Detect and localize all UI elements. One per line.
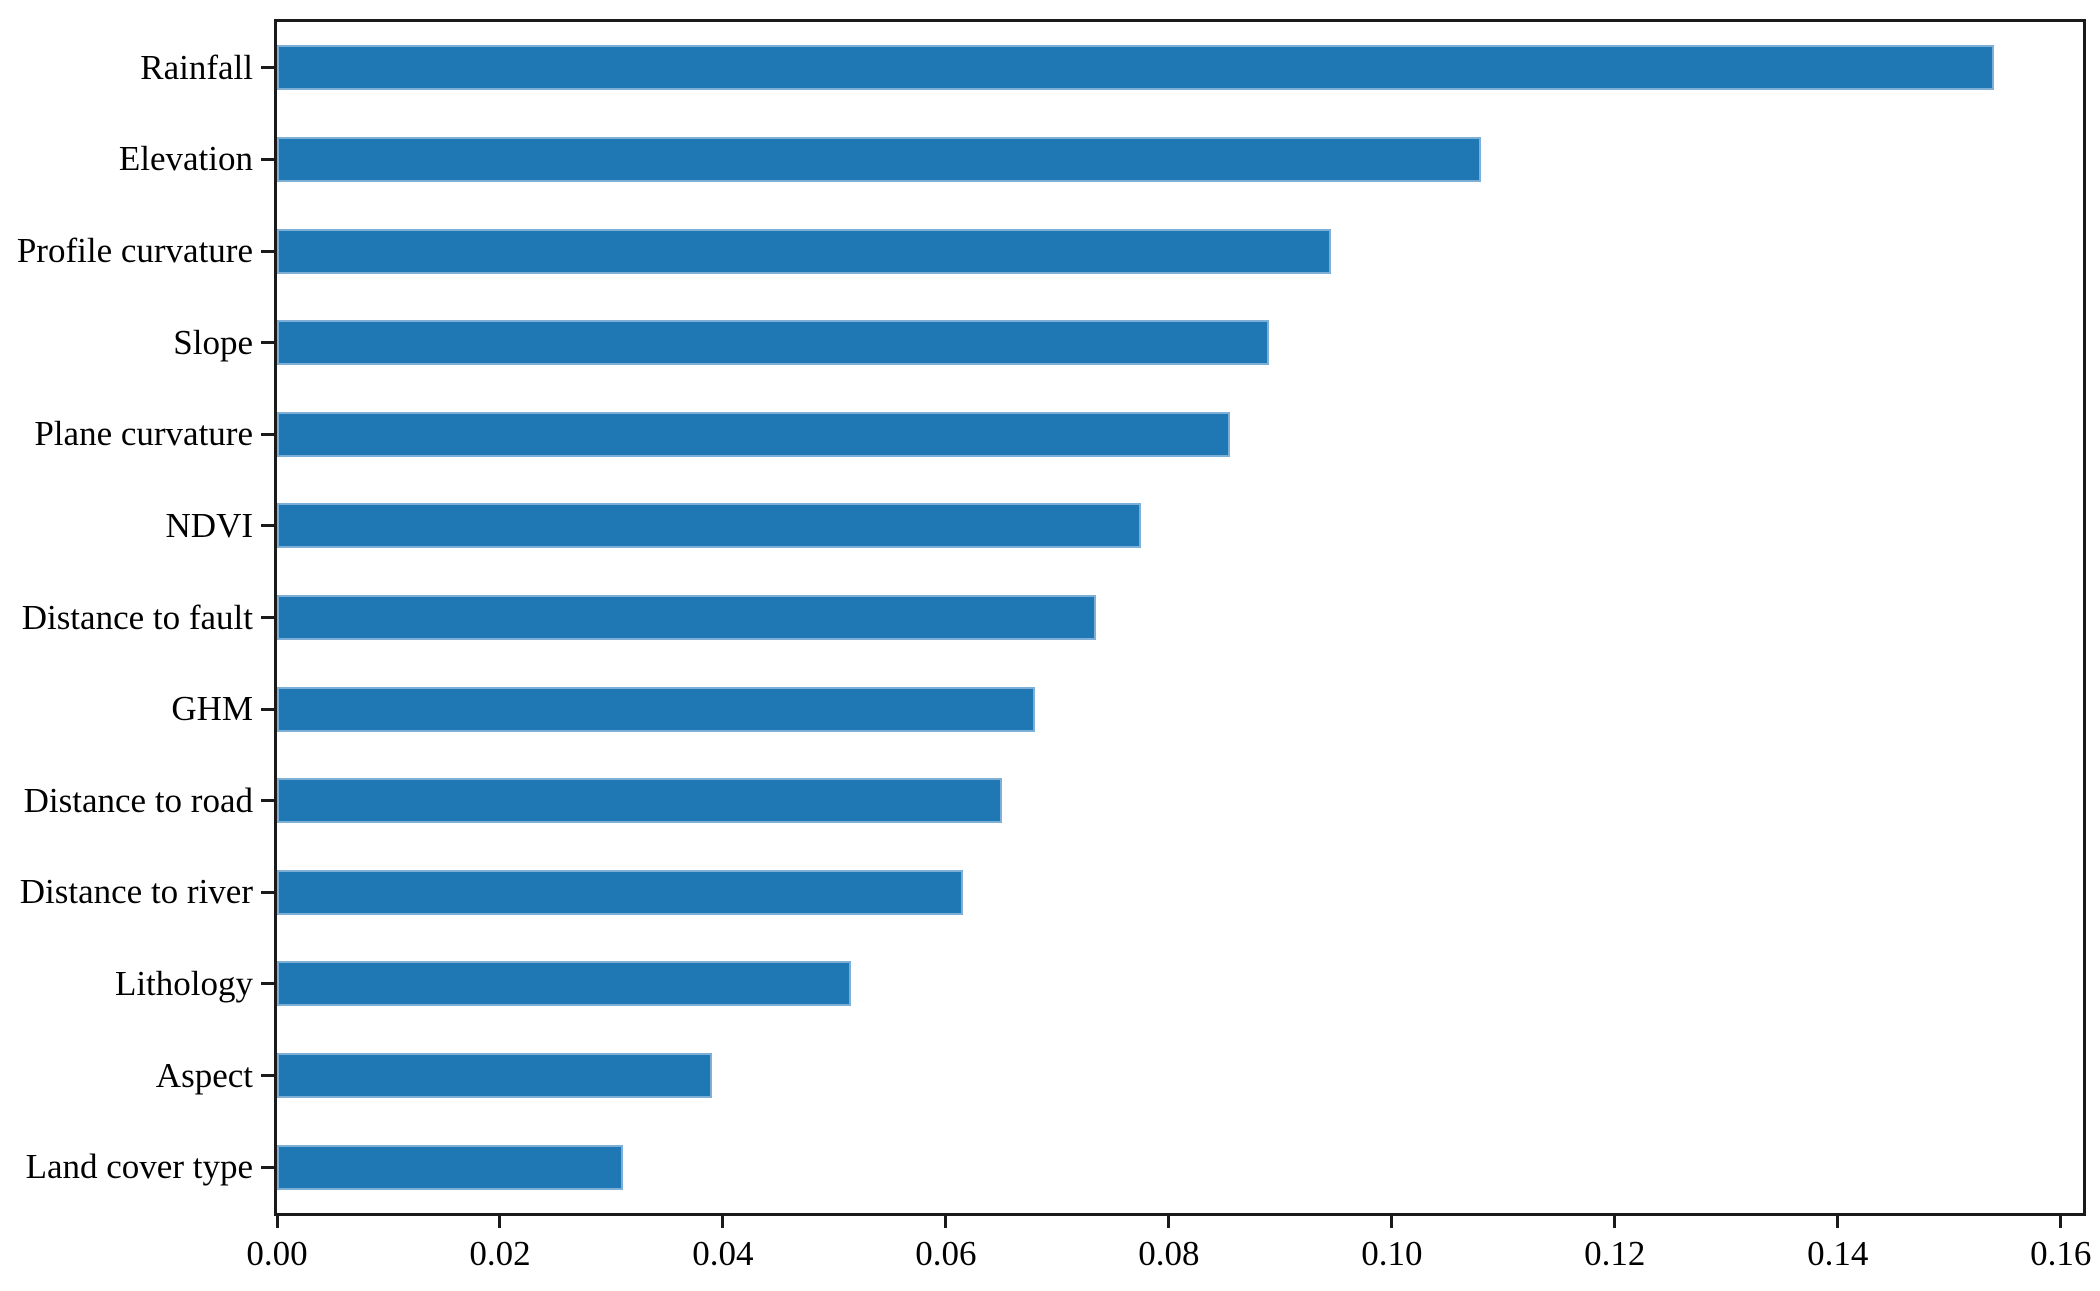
y-tick-mark bbox=[261, 157, 274, 161]
bar-distance-to-fault bbox=[277, 595, 1096, 640]
x-tick-label: 0.04 bbox=[692, 1234, 754, 1273]
x-tick-mark bbox=[2059, 1216, 2063, 1228]
bar-distance-to-road bbox=[277, 778, 1002, 824]
y-tick-mark bbox=[261, 799, 274, 803]
y-tick-label: Distance to fault bbox=[21, 597, 253, 637]
y-tick-label: Profile curvature bbox=[16, 231, 253, 271]
bar-lithology bbox=[277, 961, 851, 1007]
x-tick-mark bbox=[944, 1216, 948, 1228]
bar-distance-to-river bbox=[277, 869, 963, 915]
y-tick-mark bbox=[261, 432, 274, 436]
y-tick-label: Slope bbox=[173, 322, 253, 362]
y-tick-mark bbox=[261, 616, 274, 619]
y-tick-mark bbox=[261, 1165, 274, 1169]
y-tick-mark bbox=[261, 707, 274, 711]
y-tick-label: Distance to road bbox=[23, 780, 253, 820]
y-tick-label: Lithology bbox=[114, 963, 253, 1003]
bar-ghm bbox=[277, 686, 1035, 732]
x-tick-label: 0.02 bbox=[469, 1234, 531, 1273]
bar-rainfall bbox=[277, 45, 1994, 91]
y-tick-mark bbox=[261, 524, 274, 528]
x-tick-mark bbox=[1390, 1216, 1394, 1228]
x-tick-label: 0.16 bbox=[2030, 1234, 2092, 1273]
x-tick-label: 0.14 bbox=[1807, 1234, 1869, 1273]
x-tick-mark bbox=[498, 1216, 502, 1228]
y-tick-label: Aspect bbox=[155, 1055, 253, 1095]
x-tick-label: 0.06 bbox=[915, 1234, 977, 1273]
x-tick-label: 0.10 bbox=[1361, 1234, 1423, 1273]
y-tick-mark bbox=[261, 341, 274, 345]
bar-plane-curvature bbox=[277, 411, 1230, 457]
x-tick-mark bbox=[1836, 1216, 1840, 1228]
x-tick-mark bbox=[1613, 1216, 1617, 1228]
bar-profile-curvature bbox=[277, 228, 1331, 274]
y-tick-label: Land cover type bbox=[25, 1147, 253, 1187]
x-tick-label: 0.12 bbox=[1584, 1234, 1646, 1273]
y-tick-mark bbox=[261, 249, 274, 253]
bar-land-cover-type bbox=[277, 1144, 623, 1190]
y-tick-mark bbox=[261, 982, 274, 986]
x-tick-label: 0.00 bbox=[246, 1234, 308, 1273]
y-tick-label: Plane curvature bbox=[34, 414, 253, 454]
y-tick-mark bbox=[261, 890, 274, 894]
y-tick-label: Rainfall bbox=[140, 47, 253, 87]
bar-ndvi bbox=[277, 503, 1141, 549]
y-tick-mark bbox=[261, 1074, 274, 1078]
x-tick-mark bbox=[1167, 1216, 1171, 1228]
y-tick-label: Distance to river bbox=[19, 872, 253, 912]
bar-slope bbox=[277, 320, 1269, 366]
y-tick-mark bbox=[261, 66, 274, 70]
x-tick-mark bbox=[275, 1216, 279, 1228]
y-tick-label: NDVI bbox=[165, 505, 253, 545]
y-tick-label: Elevation bbox=[118, 139, 253, 179]
bar-aspect bbox=[277, 1053, 712, 1099]
x-tick-mark bbox=[721, 1216, 725, 1228]
x-tick-label: 0.08 bbox=[1138, 1234, 1200, 1273]
plot-area bbox=[274, 19, 2086, 1216]
bar-elevation bbox=[277, 136, 1481, 182]
y-tick-label: GHM bbox=[171, 689, 253, 729]
